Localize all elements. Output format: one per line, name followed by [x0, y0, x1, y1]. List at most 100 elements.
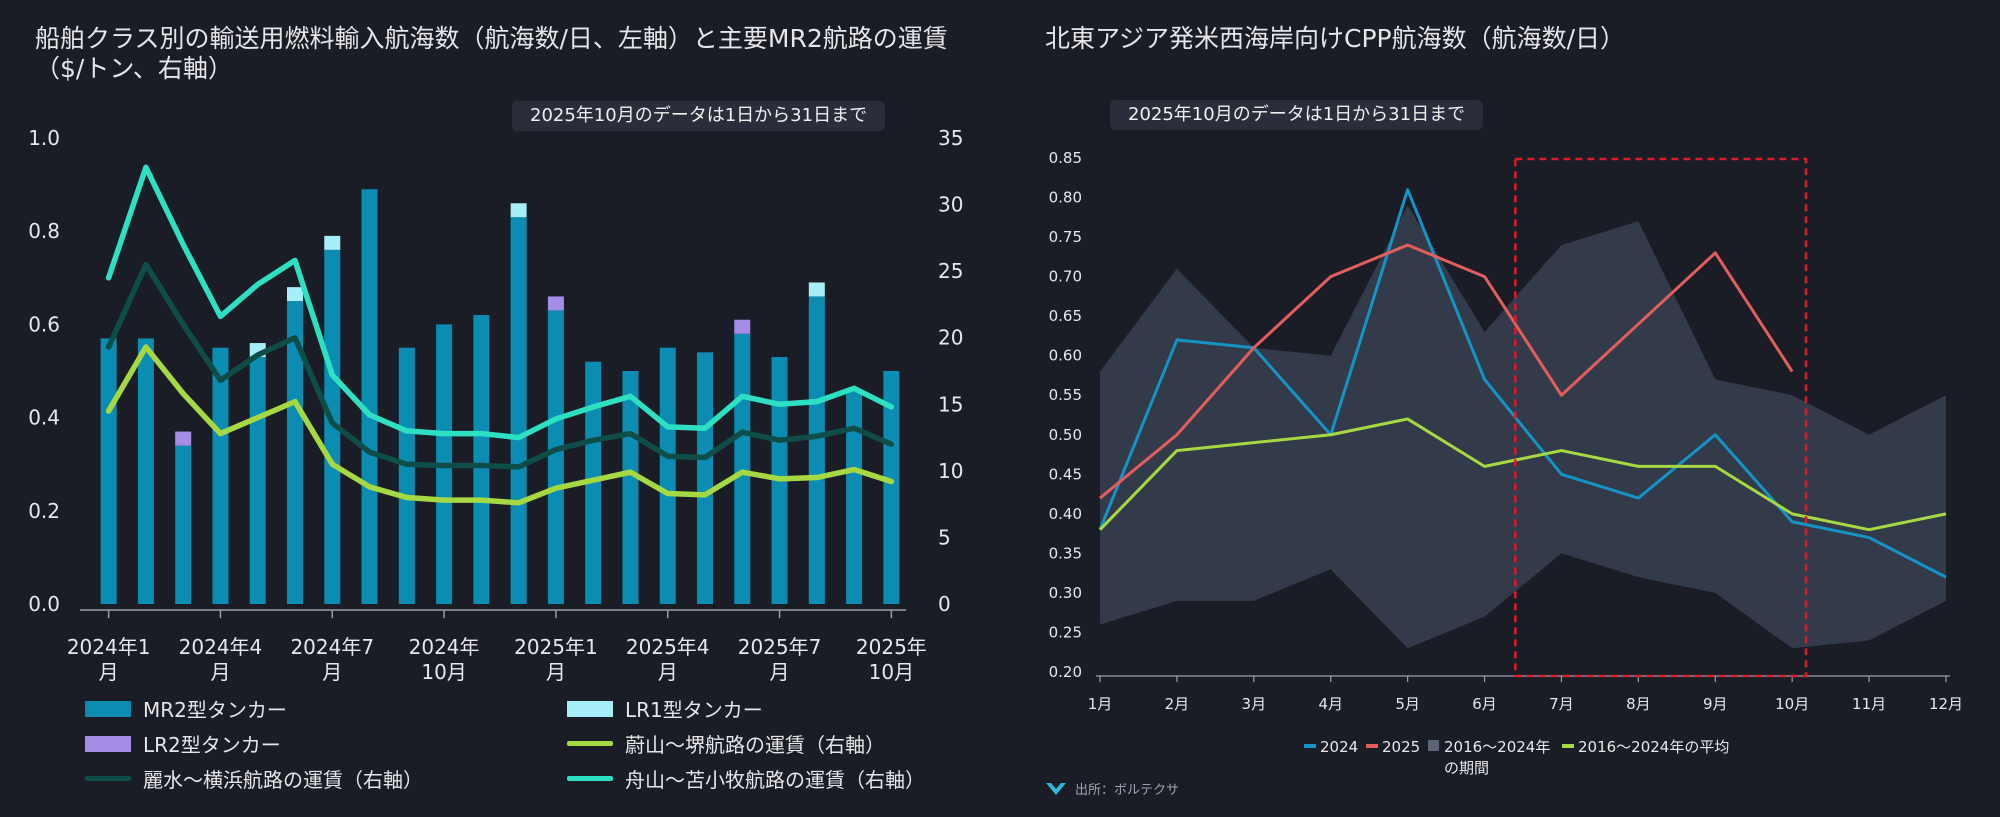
x-tick-label: 月: [546, 660, 566, 684]
bar-mr2: [398, 347, 415, 604]
legend-item-0[interactable]: 2024: [1304, 738, 1358, 756]
x-tick-label: 月: [770, 660, 790, 684]
x-tick-label: 4月: [1318, 695, 1343, 713]
bar-mr2: [287, 301, 303, 604]
x-tick-label: 2025年4: [626, 635, 710, 659]
line-2025: [1099, 243, 1794, 500]
legend-zhoushan-tomakomai[interactable]: 舟山～苫小牧航路の運賃（右軸）: [567, 764, 925, 793]
bar-mr2: [324, 249, 341, 604]
legend-swatch: [1428, 740, 1439, 751]
bar-mr2: [846, 389, 863, 604]
right-axis-tick: 0: [938, 592, 951, 616]
line-ulsan-sakai: [105, 344, 895, 506]
highlight-box: [1514, 157, 1808, 678]
legend-label: MR2型タンカー: [143, 698, 287, 722]
right-axis-tick: 5: [938, 525, 951, 549]
left-axis-tick: 0.4: [28, 406, 60, 430]
x-tick-label: 2024年: [409, 635, 480, 659]
x-tick-label: 2025年7: [738, 635, 822, 659]
x-tick-label: 10月: [421, 660, 466, 684]
x-tick-label: 10月: [869, 660, 914, 684]
bar-mr2: [137, 338, 154, 604]
bar-mr2: [100, 338, 117, 604]
bar-mr2: [175, 445, 192, 604]
bar-mr2: [249, 357, 266, 604]
bar-mr2: [212, 347, 229, 604]
bar-lr2: [734, 319, 751, 334]
legend-label: 麗水～横浜航路の運賃（右軸）: [143, 768, 423, 792]
right-chart-title: 北東アジア発米西海岸向けCPP航海数（航海数/日）: [1045, 24, 1626, 53]
x-tick-label: 8月: [1626, 695, 1651, 713]
legend-label: LR1型タンカー: [625, 698, 763, 722]
x-tick-label: 9月: [1703, 695, 1728, 713]
legend-swatch: [567, 741, 613, 746]
legend-swatch: [567, 776, 613, 781]
x-tick-label: 6月: [1472, 695, 1497, 713]
bar-mr2: [547, 310, 564, 604]
bar-mr2: [697, 352, 713, 604]
legend-label: LR2型タンカー: [143, 733, 281, 757]
x-tick-label: 7月: [1549, 695, 1574, 713]
legend-label: 2016～2024年の平均: [1578, 738, 1729, 756]
legend-label: 舟山～苫小牧航路の運賃（右軸）: [625, 768, 925, 792]
left-axis-tick: 0.8: [28, 219, 60, 243]
bar-mr2: [883, 371, 900, 604]
x-tick-label: 1月: [1088, 695, 1113, 713]
bar-lr1: [287, 287, 303, 302]
x-tick-label: 3月: [1242, 695, 1267, 713]
y-axis-tick: 0.55: [1049, 386, 1082, 404]
left-axis-tick: 0.2: [28, 499, 60, 523]
bar-mr2: [510, 217, 527, 604]
right-axis-tick: 30: [938, 193, 963, 217]
legend-yeosu-yokohama[interactable]: 麗水～横浜航路の運賃（右軸）: [85, 764, 423, 793]
x-tick-label: 月: [210, 660, 230, 684]
source-text: 出所：ボルテクサ: [1075, 783, 1180, 798]
bar-mr2: [473, 315, 490, 604]
y-axis-tick: 0.25: [1049, 623, 1082, 641]
x-tick-label: 2024年4: [179, 635, 263, 659]
legend-swatch: [85, 776, 131, 781]
x-tick-label: 2025年: [856, 635, 927, 659]
left-axis-tick: 0.6: [28, 312, 60, 336]
y-axis-tick: 0.65: [1049, 307, 1082, 325]
x-tick-label: 10月: [1775, 695, 1809, 713]
x-tick-label: 月: [99, 660, 119, 684]
legend-lr1[interactable]: LR1型タンカー: [567, 694, 763, 723]
line-2024: [1098, 188, 1947, 579]
left-chart-title: 船舶クラス別の輸送用燃料輸入航海数（航海数/日、左軸）と主要MR2航路の運賃（$…: [35, 24, 948, 83]
y-axis-tick: 0.60: [1049, 347, 1082, 365]
legend-mr2[interactable]: MR2型タンカー: [85, 694, 287, 723]
legend-label: 2024: [1320, 738, 1358, 756]
legend-swatch: [85, 735, 131, 752]
legend-item-3[interactable]: 2016～2024年の平均: [1562, 738, 1729, 756]
x-tick-label: 12月: [1929, 695, 1963, 713]
right-axis-tick: 10: [938, 459, 963, 483]
bar-mr2: [622, 371, 639, 604]
line-yeosu-yokohama: [105, 261, 895, 470]
legend-lr2[interactable]: LR2型タンカー: [85, 729, 281, 758]
bar-mr2: [361, 189, 378, 604]
x-tick-label: 月: [658, 660, 678, 684]
right-axis-tick: 20: [938, 326, 963, 350]
right-chart: 0.20 0.25 0.30 0.35 0.40 0.45 0.50 0.55 0.60 0.65…: [1049, 149, 1963, 777]
legend-ulsan-sakai[interactable]: 蔚山～堺航路の運賃（右軸）: [567, 729, 885, 758]
x-tick-label: 月: [322, 660, 342, 684]
left-chart: 0.00.20.40.60.81.0051015202530352024年1月2…: [28, 126, 963, 684]
y-axis-tick: 0.40: [1049, 505, 1082, 523]
bar-lr1: [808, 282, 825, 297]
y-axis-tick: 0.30: [1049, 584, 1082, 602]
legend-item-1[interactable]: 2025: [1366, 738, 1420, 756]
left-axis-tick: 0.0: [28, 592, 60, 616]
x-tick-label: 2025年1: [514, 635, 598, 659]
bar-mr2: [808, 296, 825, 604]
left-axis-tick: 1.0: [28, 126, 60, 150]
bar-mr2: [659, 347, 676, 604]
y-axis-tick: 0.85: [1049, 149, 1082, 167]
legend-swatch: [85, 700, 131, 717]
vortexa-logo-icon: [1046, 782, 1066, 795]
line-zhoushan-tomakomai: [105, 164, 895, 441]
x-tick-label: 2024年7: [290, 635, 374, 659]
x-tick-label: 11月: [1852, 695, 1886, 713]
y-axis-tick: 0.45: [1049, 465, 1082, 483]
